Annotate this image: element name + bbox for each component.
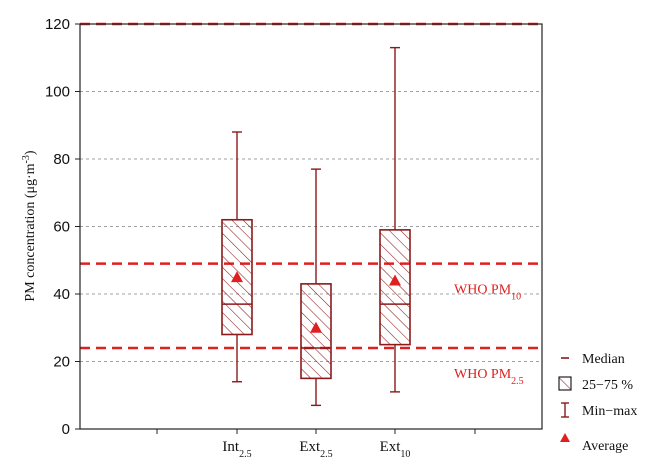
iqr-box — [379, 229, 411, 346]
box-group — [300, 168, 332, 407]
boxes — [221, 46, 411, 407]
reference-line-label: WHO PM2.5 — [454, 367, 524, 387]
x-category-label: Ext10 — [380, 439, 411, 460]
legend-item-label: Average — [582, 439, 628, 454]
legend: Median 25−75 % Min−max Average — [558, 352, 637, 454]
y-tick-label: 20 — [53, 354, 70, 371]
average-marker — [389, 274, 401, 286]
y-axis-ticks: 0 20 40 60 80 100 120 — [45, 16, 80, 438]
box-group — [379, 46, 411, 393]
x-category-label: Int2.5 — [222, 439, 251, 460]
legend-item-label: Median — [582, 352, 625, 367]
y-tick-label: 60 — [53, 219, 70, 236]
y-tick-label: 0 — [62, 421, 70, 438]
box-group — [221, 131, 253, 383]
legend-average-symbol — [560, 433, 570, 442]
y-tick-label: 100 — [45, 84, 70, 101]
x-category-label: Ext2.5 — [299, 439, 332, 460]
y-tick-label: 40 — [53, 286, 70, 303]
average-marker — [231, 271, 243, 283]
average-marker — [310, 321, 322, 333]
legend-item-label: Min−max — [582, 404, 637, 419]
y-tick-label: 80 — [53, 151, 70, 168]
y-tick-label: 120 — [45, 16, 70, 33]
legend-iqr-symbol — [558, 376, 572, 391]
x-axis-ticks: Int2.5 Ext2.5 Ext10 — [156, 429, 476, 460]
y-axis-label: PM concentration (μg·m-3) — [21, 150, 39, 301]
legend-item-label: 25−75 % — [582, 378, 633, 393]
reference-line-label: WHO PM10 — [454, 283, 521, 303]
